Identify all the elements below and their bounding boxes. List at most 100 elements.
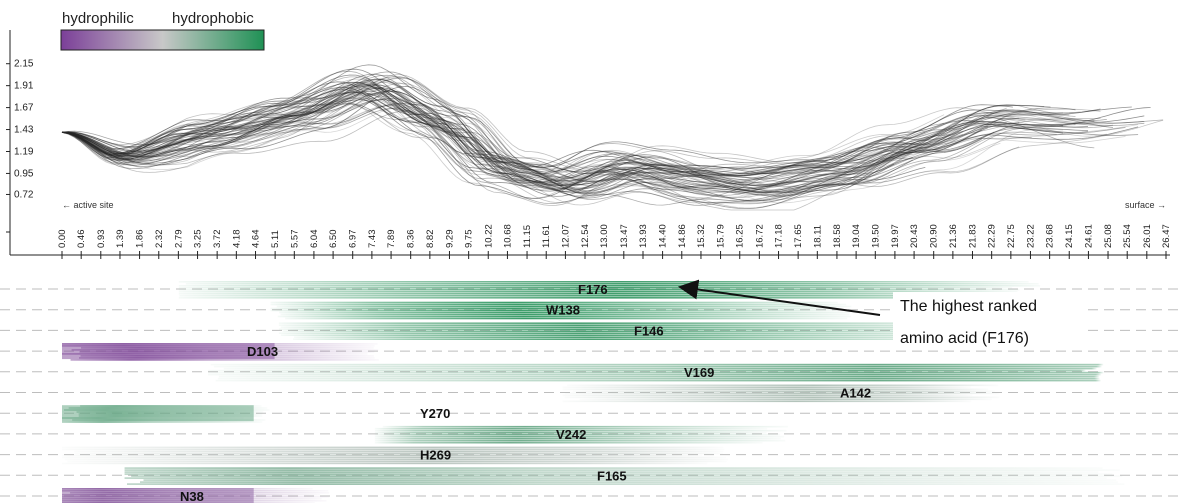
residue-band: [279, 311, 851, 314]
residue-band: [270, 309, 840, 312]
x-tick-label: 17.65: [793, 224, 804, 248]
residue-label: N38: [180, 489, 204, 503]
x-tick-label: 2.79: [173, 230, 184, 249]
legend-right-label: hydrophobic: [172, 10, 254, 27]
profile-line: [61, 78, 913, 191]
residue-band: [124, 471, 1099, 473]
residue-band: [277, 315, 851, 318]
x-tick-label: 22.75: [1006, 224, 1017, 248]
residue-band: [67, 460, 727, 463]
x-tick-label: 4.64: [251, 230, 262, 249]
profile-line: [61, 91, 1076, 191]
residue-band: [64, 458, 728, 461]
profile-line: [61, 99, 1139, 192]
residue-band: [179, 295, 1042, 297]
residue-label: A142: [840, 386, 871, 401]
x-tick-label: 23.22: [1025, 224, 1036, 248]
profile-line: [61, 99, 1145, 192]
residue-band: [124, 477, 1107, 479]
residue-band: [210, 363, 1104, 366]
residue-band: [218, 375, 1100, 378]
profile-line: [61, 74, 1101, 211]
x-tick-label: 1.86: [135, 230, 146, 249]
residue-band: [562, 394, 973, 397]
annotation-line-1: The highest ranked: [900, 298, 1037, 315]
residue-band: [178, 285, 1041, 287]
residue-band: [374, 427, 768, 430]
residue-label: F165: [597, 468, 627, 483]
residue-band: [276, 305, 852, 308]
profile-line: [62, 92, 988, 179]
residue-label: Y270: [420, 406, 450, 421]
residue-band: [564, 392, 1000, 395]
residue-band: [207, 369, 1086, 372]
y-axis: 2.15 1.91 1.67 1.43 1.19 0.95 0.72: [6, 30, 34, 255]
residue-band: [280, 326, 1000, 328]
profile-line: [61, 74, 1095, 193]
residue-band: [579, 398, 992, 401]
profile-line: [61, 77, 913, 171]
x-tick-label: 0.93: [96, 230, 107, 249]
residue-band: [282, 330, 999, 332]
residue-band: [292, 338, 994, 340]
profile-line: [61, 76, 1001, 198]
x-tick-label: 3.72: [212, 230, 223, 249]
profile-line: [61, 87, 1164, 187]
residue-row: [0, 446, 1178, 465]
residue-band: [207, 373, 1102, 376]
profile-line: [61, 86, 932, 206]
profile-line: [61, 100, 945, 200]
y-tick-label: 0.72: [14, 189, 34, 200]
x-tick-label: 20.43: [909, 224, 920, 248]
x-tick-label: 12.07: [560, 224, 571, 248]
residue-band: [62, 462, 708, 465]
residue-band: [185, 283, 1039, 285]
residue-label: H269: [420, 448, 451, 463]
residue-band: [278, 332, 995, 334]
profile-line: [61, 74, 1089, 175]
profile-line: [61, 92, 1026, 184]
y-tick-label: 0.95: [14, 168, 34, 179]
x-tick-label: 19.97: [890, 224, 901, 248]
profile-line: [61, 86, 913, 206]
profile-line: [61, 84, 1076, 187]
profile-line: [61, 94, 1007, 187]
x-tick-label: 19.04: [851, 224, 862, 248]
profile-line: [61, 70, 1095, 206]
residue-label: F146: [634, 323, 664, 338]
x-tick-label: 24.15: [1064, 224, 1075, 248]
profile-line: [61, 73, 1045, 209]
profile-line: [61, 105, 1001, 204]
x-tick-label: 13.47: [619, 224, 630, 248]
residue-band: [294, 336, 993, 338]
residue-band: [131, 475, 1123, 477]
profile-line: [61, 110, 1020, 188]
x-tick-label: 25.08: [1103, 224, 1114, 248]
annotation: The highest ranked amino acid (F176): [678, 279, 1083, 350]
y-tick-label: 1.19: [14, 146, 34, 157]
x-tick-label: 12.54: [580, 224, 591, 248]
x-tick-label: 25.54: [1122, 224, 1133, 248]
x-start-label: ← active site: [62, 200, 114, 210]
residue-band: [382, 425, 788, 428]
x-tick-label: 15.32: [696, 224, 707, 248]
y-tick-label: 1.67: [14, 103, 34, 114]
residue-band: [374, 441, 763, 444]
residue-band: [178, 281, 1029, 283]
annotation-arrow: [678, 279, 881, 316]
profile-line: [61, 104, 913, 194]
x-tick-label: 3.25: [193, 230, 204, 249]
x-tick-label: 9.29: [444, 230, 455, 249]
profile-line: [61, 88, 1076, 193]
x-tick-label: 23.68: [1045, 224, 1056, 248]
residue-band: [70, 359, 379, 361]
residue-band: [178, 287, 1013, 289]
residue-band: [374, 435, 785, 438]
profile-line: [61, 81, 1114, 177]
profile-line: [62, 88, 995, 201]
residue-row: [0, 384, 1178, 403]
residue-band: [374, 431, 767, 434]
y-tick-label: 2.15: [14, 59, 34, 70]
residue-label: V242: [556, 427, 586, 442]
residue-band: [562, 400, 972, 403]
